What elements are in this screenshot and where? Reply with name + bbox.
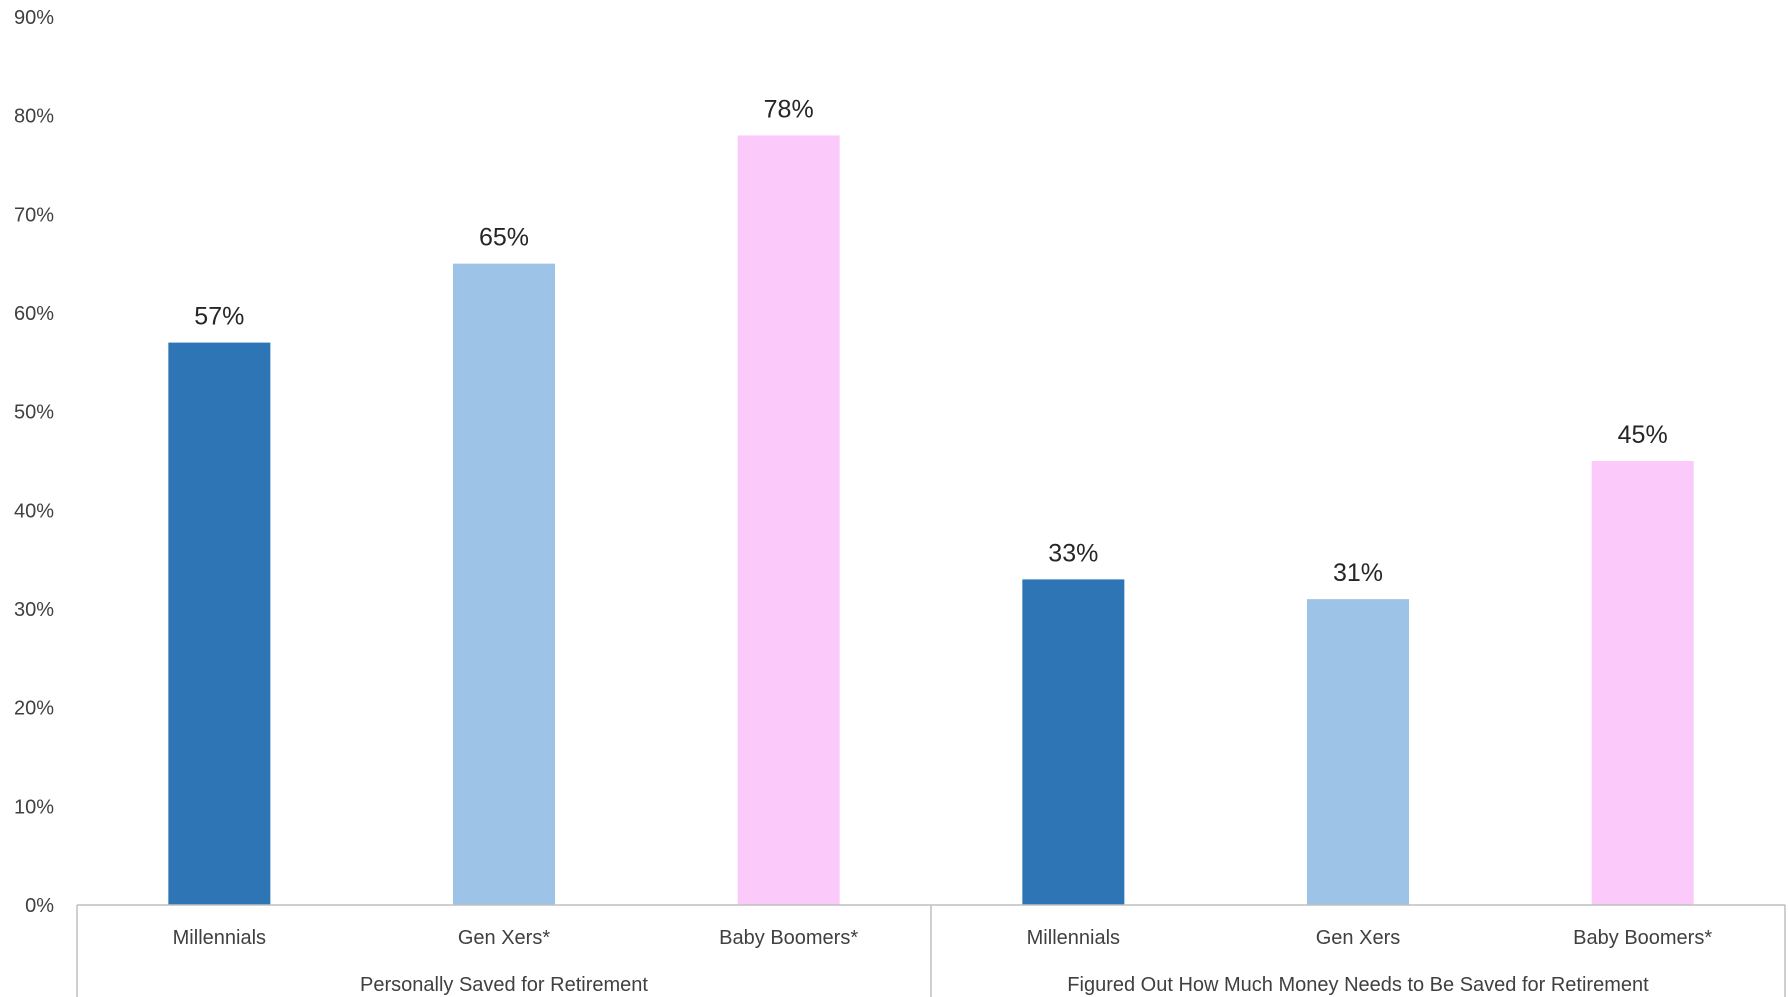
data-label: 45%	[1618, 421, 1668, 449]
y-tick-label: 50%	[14, 402, 54, 424]
x-category-label: Baby Boomers*	[1573, 927, 1712, 949]
data-label: 57%	[194, 303, 244, 331]
y-tick-label: 90%	[14, 7, 54, 29]
data-label: 31%	[1333, 559, 1383, 587]
y-axis: 0% 10% 20% 30% 40% 50% 60% 70% 80% 90%	[14, 7, 54, 917]
y-tick-label: 20%	[14, 698, 54, 720]
data-labels: 57% 65% 78% 33% 31% 45%	[194, 95, 1667, 587]
bar	[1307, 599, 1409, 905]
x-category-label: Baby Boomers*	[719, 927, 858, 949]
bar	[453, 263, 555, 906]
x-category-label: Gen Xers*	[458, 927, 550, 949]
bar	[168, 342, 271, 906]
x-category-label: Millennials	[1027, 927, 1120, 949]
bar	[737, 135, 840, 905]
bar	[1022, 579, 1125, 905]
x-group-label: Personally Saved for Retirement	[360, 974, 648, 996]
data-label: 33%	[1048, 539, 1098, 567]
data-label: 78%	[764, 95, 814, 123]
data-label: 65%	[479, 224, 529, 252]
y-tick-label: 80%	[14, 106, 54, 128]
y-tick-label: 10%	[14, 796, 54, 818]
y-tick-label: 60%	[14, 303, 54, 325]
x-group-label: Figured Out How Much Money Needs to Be S…	[1067, 974, 1649, 996]
y-tick-label: 70%	[14, 204, 54, 226]
bar-series	[168, 135, 1694, 906]
x-category-label: Millennials	[173, 927, 266, 949]
y-tick-label: 30%	[14, 599, 54, 621]
bar	[1591, 461, 1694, 905]
x-axis: Millennials Gen Xers* Baby Boomers* Persona…	[76, 904, 1786, 997]
x-category-label: Gen Xers	[1316, 927, 1400, 949]
y-tick-label: 0%	[25, 895, 54, 917]
y-tick-label: 40%	[14, 500, 54, 522]
